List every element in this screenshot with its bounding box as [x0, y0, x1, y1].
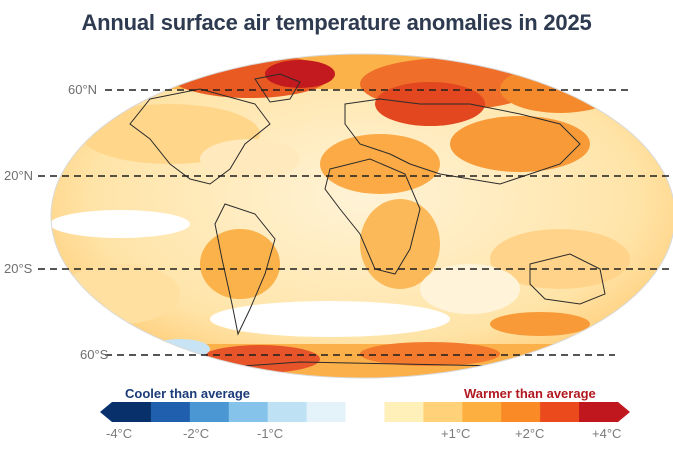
legend-tick: -2°C — [183, 426, 210, 441]
map-svg — [38, 53, 673, 379]
legend-swatch — [579, 402, 619, 422]
legend-color-bar — [100, 402, 630, 422]
legend-swatch — [345, 402, 385, 422]
legend-tick: +4°C — [592, 426, 622, 441]
legend-tick: -1°C — [257, 426, 284, 441]
legend-swatch — [462, 402, 502, 422]
legend-swatch — [228, 402, 269, 422]
legend-swatch — [501, 402, 541, 422]
world-anomaly-map: 60°N 20°N 20°S 60°S — [0, 44, 673, 384]
legend-tick: +1°C — [441, 426, 471, 441]
legend-swatch — [189, 402, 230, 422]
latitude-lines — [38, 89, 670, 356]
legend-cooler-label: Cooler than average — [125, 386, 250, 401]
legend-arrow-left — [100, 402, 112, 422]
lat-label-60s: 60°S — [80, 347, 109, 362]
legend-swatch — [150, 402, 191, 422]
legend-swatch — [112, 402, 152, 422]
legend-tick: -4°C — [106, 426, 133, 441]
legend-swatch — [423, 402, 463, 422]
map-title: Annual surface air temperature anomalies… — [81, 10, 592, 35]
lat-label-20s: 20°S — [4, 261, 33, 276]
globe-outline — [50, 53, 673, 379]
legend-swatch — [384, 402, 424, 422]
lat-label-60n: 60°N — [68, 82, 98, 97]
legend-arrow-right — [618, 402, 630, 422]
legend-swatch — [306, 402, 347, 422]
legend-swatches — [112, 402, 619, 422]
legend-swatch — [267, 402, 308, 422]
legend-swatch — [540, 402, 580, 422]
lat-label-20n: 20°N — [4, 168, 34, 183]
legend-tick: +2°C — [515, 426, 545, 441]
legend-warmer-label: Warmer than average — [464, 386, 596, 401]
